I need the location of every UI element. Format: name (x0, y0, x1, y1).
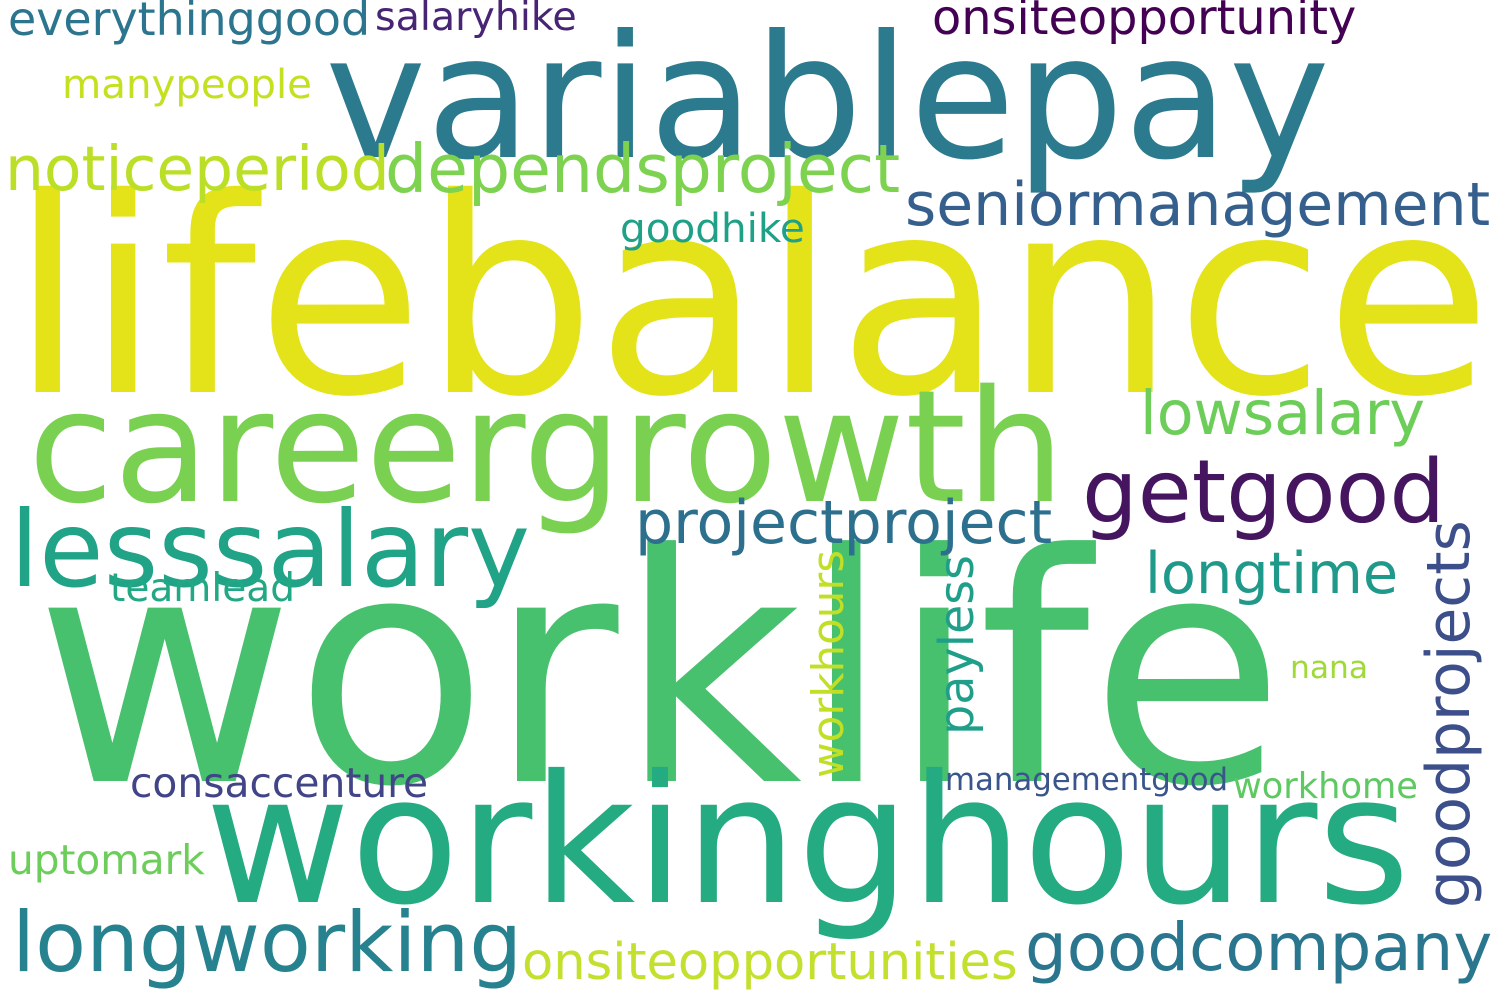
word-workhours: workhours (804, 550, 855, 779)
word-lesssalary: lesssalary (10, 488, 531, 611)
word-seniormanagement: seniormanagement (905, 170, 1491, 240)
word-noticeperiod: noticeperiod (5, 134, 390, 206)
word-workhome: workhome (1233, 766, 1418, 808)
word-goodhike: goodhike (620, 203, 805, 252)
word-goodcompany: goodcompany (1025, 909, 1493, 987)
word-getgood: getgood (1082, 441, 1446, 544)
word-lowsalary: lowsalary (1140, 378, 1425, 449)
word-lifebalance: lifebalance (10, 141, 1492, 458)
word-projectproject: projectproject (635, 487, 1053, 558)
word-salaryhike: salaryhike (375, 0, 577, 40)
word-goodprojects: goodprojects (1414, 520, 1485, 908)
word-managementgood: managementgood (945, 761, 1229, 798)
word-careergrowth: careergrowth (28, 355, 1065, 538)
word-everythinggood: everythinggood (8, 0, 371, 47)
word-consaccenture: consaccenture (130, 759, 429, 808)
word-uptomark: uptomark (8, 835, 205, 884)
word-manypeople: manypeople (62, 60, 312, 108)
word-dependsproject: dependsproject (385, 129, 901, 208)
word-longworking: longworking (12, 893, 523, 991)
word-variablepay: variablepay (325, 0, 1330, 198)
word-teamlead: teamlead (110, 565, 296, 611)
word-onsiteopportunity: onsiteopportunity (932, 0, 1357, 47)
word-nana: nana (1290, 649, 1369, 686)
word-onsiteopportunities: onsiteopportunities (522, 932, 1018, 992)
word-workinghours: workinghours (205, 737, 1411, 945)
word-longtime: longtime (1145, 540, 1399, 608)
word-worklife: worklife (35, 487, 1285, 856)
word-payless: payless (929, 555, 985, 735)
